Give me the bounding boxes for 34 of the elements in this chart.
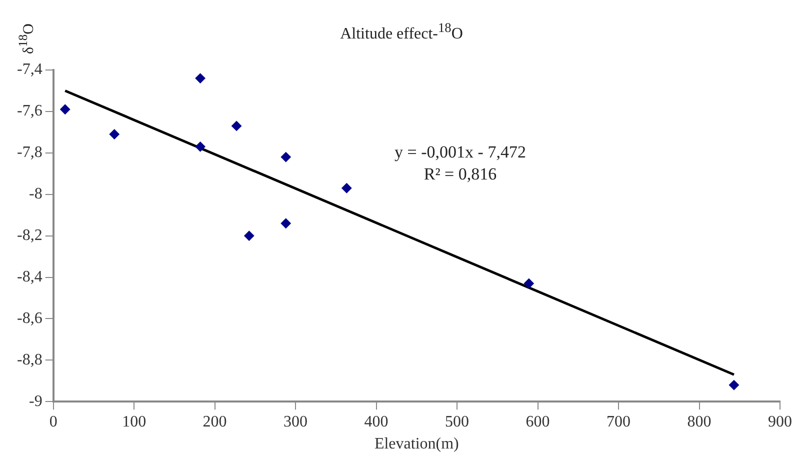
point — [524, 278, 534, 288]
y-tick-label: -8,8 — [17, 351, 42, 368]
x-tick-label: 0 — [49, 413, 58, 430]
y-tick-label: -7,6 — [17, 102, 42, 120]
y-tick-label: -7,4 — [17, 61, 42, 78]
x-tick-label: 100 — [122, 413, 146, 430]
chart-title: Altitude effect-$^{18}$O — [340, 20, 463, 42]
y-tick-label: -8,2 — [17, 227, 42, 244]
annotation: R² = 0,816 — [424, 164, 497, 184]
x-tick-label: 200 — [202, 413, 227, 430]
annotation: y = -0,001x - 7,472 — [394, 142, 526, 162]
point — [728, 380, 739, 390]
point — [244, 230, 254, 241]
y-tick-label: -8,4 — [17, 268, 42, 286]
x-tick-label: 600 — [526, 413, 550, 430]
x-tick-label: 500 — [445, 413, 470, 430]
point — [280, 218, 291, 228]
x-tick-label: 800 — [687, 413, 712, 430]
y-tick-label: -7,8 — [17, 144, 42, 162]
point — [195, 142, 206, 152]
point — [195, 73, 206, 84]
point — [280, 152, 291, 162]
x-tick-label: 700 — [606, 413, 631, 430]
y-tick-label: -8,6 — [17, 310, 42, 327]
point — [109, 129, 120, 140]
x-tick-label: 300 — [284, 413, 308, 430]
y-tick-label: -8 — [29, 186, 42, 203]
x-tick-label: 400 — [364, 413, 388, 430]
point — [342, 183, 352, 194]
y-tick-label: -9 — [29, 392, 42, 410]
x-tick-label: 900 — [768, 413, 792, 430]
point — [232, 120, 242, 131]
point — [60, 104, 70, 114]
x-axis-title: Elevation(m) — [374, 436, 459, 453]
